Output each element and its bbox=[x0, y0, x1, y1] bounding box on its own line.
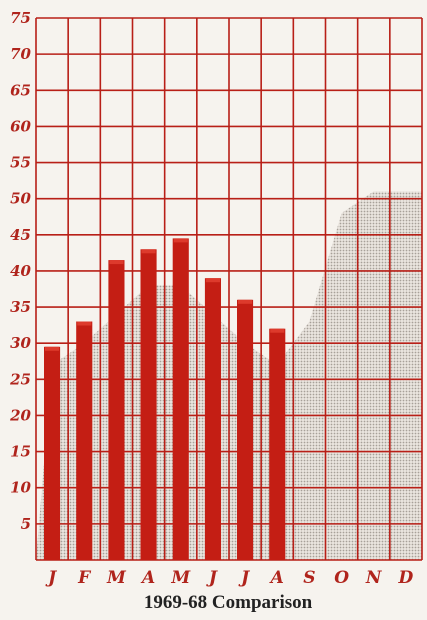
x-tick-label-10: N bbox=[365, 568, 383, 588]
y-tick-label-35: 35 bbox=[10, 298, 31, 316]
x-tick-label-5: J bbox=[206, 568, 218, 588]
current-year-bar-layer bbox=[44, 238, 286, 561]
bar-top-3 bbox=[141, 249, 156, 254]
y-tick-label-25: 25 bbox=[9, 370, 31, 388]
x-tick-label-2: M bbox=[106, 568, 127, 588]
bar-top-6 bbox=[238, 299, 253, 304]
y-tick-label-20: 20 bbox=[9, 407, 31, 425]
y-tick-label-10: 10 bbox=[10, 479, 31, 497]
y-tick-label-45: 45 bbox=[10, 226, 31, 244]
bar-top-7 bbox=[270, 328, 285, 333]
bar-2 bbox=[108, 260, 125, 560]
bar-top-5 bbox=[205, 278, 220, 283]
x-tick-label-6: J bbox=[238, 568, 250, 588]
bar-top-4 bbox=[173, 238, 188, 243]
x-tick-label-1: F bbox=[77, 568, 92, 588]
x-tick-label-8: S bbox=[303, 568, 315, 588]
bar-3 bbox=[140, 249, 157, 561]
x-tick-label-4: M bbox=[170, 568, 191, 588]
y-tick-label-40: 40 bbox=[10, 262, 31, 280]
chart-title: 1969-68 Comparison bbox=[144, 592, 313, 613]
bar-4 bbox=[172, 238, 189, 560]
bar-1 bbox=[76, 321, 93, 560]
bar-top-1 bbox=[77, 321, 92, 326]
bar-top-2 bbox=[109, 260, 124, 265]
bar-5 bbox=[204, 278, 221, 560]
y-tick-label-5: 5 bbox=[21, 515, 31, 533]
x-tick-label-9: O bbox=[334, 568, 349, 588]
bar-7 bbox=[269, 328, 286, 560]
grid-layer bbox=[35, 17, 423, 561]
y-axis-tick-labels: 5 10 15 20 25 30 35 40 45 50 55 60 65 70 75 bbox=[9, 9, 31, 533]
x-tick-label-3: A bbox=[140, 568, 155, 588]
y-tick-label-50: 50 bbox=[10, 190, 31, 208]
y-tick-label-55: 55 bbox=[10, 154, 31, 172]
bar-top-0 bbox=[45, 346, 60, 351]
y-tick-label-15: 15 bbox=[10, 443, 31, 461]
x-tick-label-0: J bbox=[45, 568, 57, 588]
x-tick-label-11: D bbox=[398, 568, 414, 588]
y-tick-label-30: 30 bbox=[10, 334, 31, 352]
y-tick-label-75: 75 bbox=[10, 9, 31, 27]
x-tick-label-7: A bbox=[269, 568, 284, 588]
bar-6 bbox=[237, 299, 254, 560]
y-tick-label-65: 65 bbox=[10, 81, 31, 99]
bar-0 bbox=[44, 346, 61, 560]
y-tick-label-70: 70 bbox=[10, 45, 31, 63]
y-tick-label-60: 60 bbox=[10, 117, 31, 135]
